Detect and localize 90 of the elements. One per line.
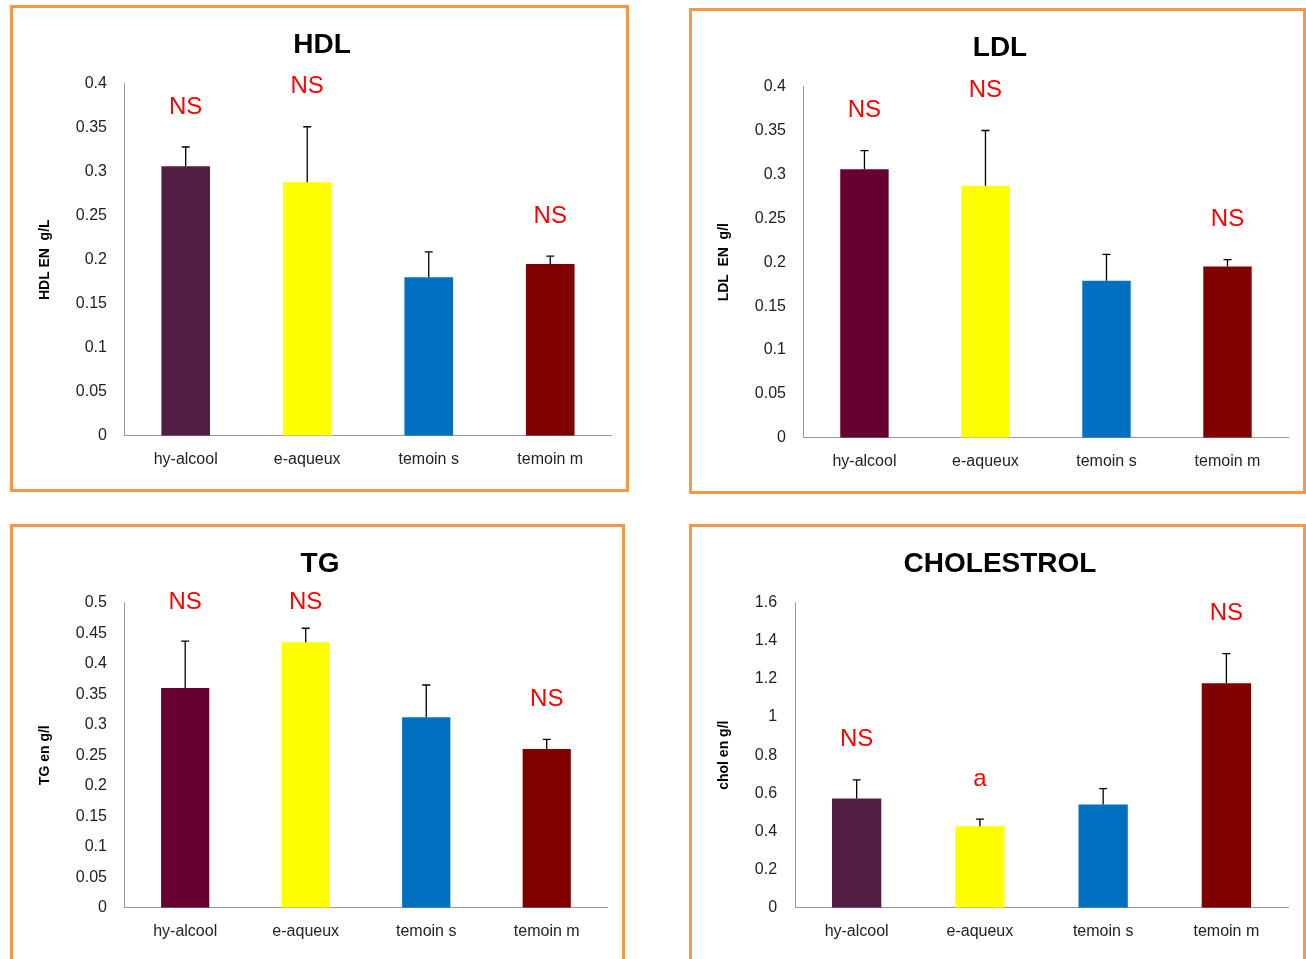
x-tick-label: temoin m xyxy=(513,921,580,939)
bar xyxy=(840,169,889,438)
y-tick-label: 0.05 xyxy=(75,382,108,400)
y-tick-label: 0 xyxy=(768,898,778,916)
bar xyxy=(961,185,1010,438)
x-tick-label: temoin m xyxy=(517,449,584,467)
bar xyxy=(402,717,451,908)
x-tick-label: e-aqueux xyxy=(952,451,1019,469)
y-axis-title: HDL EN g/L xyxy=(36,218,53,301)
y-tick-label: 1.2 xyxy=(754,669,778,687)
x-tick-label: temoin s xyxy=(395,921,457,939)
y-tick-label: 0.6 xyxy=(754,783,778,801)
x-tick-label: hy-alcool xyxy=(832,451,897,469)
x-tick-label: temoin s xyxy=(1076,451,1137,469)
y-tick-label: 0.2 xyxy=(754,860,778,878)
y-tick-label: 0.4 xyxy=(84,74,108,92)
y-tick-label: 0.15 xyxy=(75,294,108,312)
y-tick-label: 0.25 xyxy=(754,208,787,226)
annotation: a xyxy=(973,763,988,791)
annotation: NS xyxy=(847,95,882,123)
y-tick-label: 0.3 xyxy=(763,164,787,182)
bar xyxy=(282,182,332,436)
y-axis-title: chol en g/l xyxy=(715,720,732,790)
y-tick-label: 1.4 xyxy=(754,631,778,649)
chart-title: LDL xyxy=(972,30,1028,62)
bar xyxy=(955,826,1005,908)
annotation: NS xyxy=(1209,598,1244,626)
annotation: NS xyxy=(530,683,564,711)
y-tick-label: 0.1 xyxy=(84,338,108,356)
bar xyxy=(1201,683,1252,908)
y-tick-label: 0.3 xyxy=(84,162,108,180)
x-tick-label: hy-alcool xyxy=(153,921,218,939)
bar xyxy=(1082,280,1131,438)
y-tick-label: 0.4 xyxy=(763,77,787,95)
annotation: NS xyxy=(168,587,202,615)
bar xyxy=(1078,804,1128,908)
x-tick-label: e-aqueux xyxy=(273,449,341,467)
x-tick-label: hy-alcool xyxy=(153,449,218,467)
y-tick-label: 0.5 xyxy=(84,593,108,611)
y-tick-label: 0.2 xyxy=(84,250,108,268)
x-tick-label: temoin m xyxy=(1193,921,1260,939)
bar xyxy=(832,798,882,908)
annotation: NS xyxy=(1210,204,1245,232)
chart-title: HDL xyxy=(293,27,351,59)
y-tick-label: 0.8 xyxy=(754,745,778,763)
chart-title: CHOLESTROL xyxy=(903,546,1097,578)
annotation: NS xyxy=(290,71,324,99)
annotation: NS xyxy=(169,91,203,119)
y-tick-label: 0.15 xyxy=(754,296,787,314)
y-tick-label: 0.1 xyxy=(763,340,787,358)
x-tick-label: hy-alcool xyxy=(824,921,889,939)
annotation: NS xyxy=(968,75,1003,103)
y-tick-label: 1.6 xyxy=(754,593,778,611)
chart-title: TG xyxy=(300,546,340,578)
y-tick-label: 0.15 xyxy=(75,806,108,824)
bar xyxy=(161,688,210,908)
bar xyxy=(281,642,330,908)
y-tick-label: 0.25 xyxy=(75,206,108,224)
y-tick-label: 0.45 xyxy=(75,623,108,641)
y-tick-label: 0 xyxy=(98,898,108,916)
y-tick-label: 0 xyxy=(98,426,108,444)
y-tick-label: 0.4 xyxy=(84,654,108,672)
y-tick-label: 0.2 xyxy=(763,252,787,270)
annotation: NS xyxy=(533,200,567,228)
bar xyxy=(1203,266,1252,438)
bar xyxy=(404,277,454,436)
x-tick-label: e-aqueux xyxy=(272,921,340,939)
y-tick-label: 0.2 xyxy=(84,776,108,794)
y-tick-label: 0 xyxy=(777,428,787,446)
annotation: NS xyxy=(289,587,323,615)
bar xyxy=(525,264,575,436)
x-tick-label: temoin m xyxy=(1194,451,1261,469)
y-tick-label: 0.3 xyxy=(84,715,108,733)
y-axis-title: LDL EN g/l xyxy=(715,223,732,302)
y-tick-label: 0.1 xyxy=(84,837,108,855)
x-tick-label: temoin s xyxy=(398,449,459,467)
y-axis-title: TG en g/l xyxy=(36,725,53,786)
y-tick-label: 0.05 xyxy=(75,867,108,885)
y-tick-label: 0.05 xyxy=(754,384,787,402)
y-tick-label: 0.35 xyxy=(75,118,108,136)
y-tick-label: 0.4 xyxy=(754,821,778,839)
y-tick-label: 0.35 xyxy=(75,684,108,702)
bar xyxy=(522,749,571,908)
x-tick-label: temoin s xyxy=(1072,921,1134,939)
y-tick-label: 1 xyxy=(768,707,778,725)
x-tick-label: e-aqueux xyxy=(946,921,1014,939)
y-tick-label: 0.35 xyxy=(754,120,787,138)
bar xyxy=(161,166,210,436)
y-tick-label: 0.25 xyxy=(75,745,108,763)
annotation: NS xyxy=(839,724,874,752)
